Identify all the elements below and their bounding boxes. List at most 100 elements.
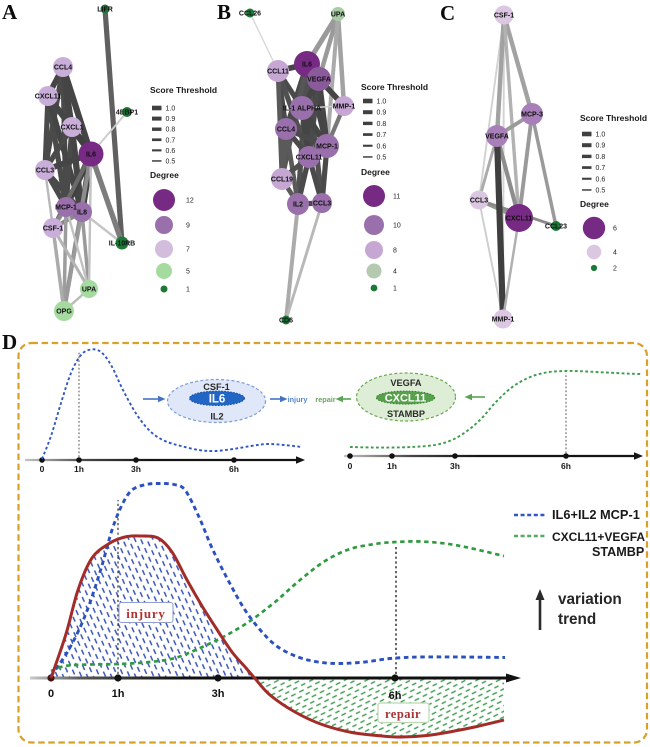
svg-text:1.0: 1.0 — [166, 106, 176, 113]
svg-text:4: 4 — [613, 250, 617, 257]
svg-text:0.9: 0.9 — [377, 110, 387, 117]
svg-text:LIFR: LIFR — [97, 6, 113, 13]
svg-text:IL6+IL2 MCP-1: IL6+IL2 MCP-1 — [552, 507, 640, 522]
svg-text:1h: 1h — [74, 464, 84, 474]
svg-text:IL-1 ALPHA: IL-1 ALPHA — [283, 105, 321, 112]
svg-text:CXCL11+VEGFA: CXCL11+VEGFA — [552, 530, 645, 544]
svg-text:1h: 1h — [387, 461, 397, 471]
svg-text:0: 0 — [348, 461, 353, 471]
svg-text:Score Threshold: Score Threshold — [361, 82, 428, 92]
svg-text:CD6: CD6 — [279, 317, 293, 324]
svg-text:Degree: Degree — [150, 170, 179, 180]
svg-text:0.6: 0.6 — [377, 143, 387, 150]
svg-text:3h: 3h — [450, 461, 460, 471]
svg-text:UPA: UPA — [331, 11, 345, 18]
svg-text:4EBP1: 4EBP1 — [116, 109, 138, 116]
svg-text:IL-10RB: IL-10RB — [109, 240, 135, 247]
svg-text:3h: 3h — [131, 464, 141, 474]
svg-text:OPG: OPG — [56, 308, 72, 315]
svg-text:MCP-3: MCP-3 — [521, 111, 543, 118]
svg-text:0.5: 0.5 — [166, 159, 176, 166]
svg-text:CCL3: CCL3 — [313, 200, 331, 207]
svg-text:0: 0 — [48, 688, 54, 700]
svg-text:VEGFA: VEGFA — [390, 378, 422, 388]
svg-text:IL6: IL6 — [86, 151, 96, 158]
svg-text:11: 11 — [393, 194, 400, 201]
svg-text:0.9: 0.9 — [166, 116, 176, 123]
svg-text:0.7: 0.7 — [596, 165, 606, 172]
svg-text:9: 9 — [186, 223, 190, 230]
svg-text:6h: 6h — [389, 690, 402, 702]
svg-text:0.6: 0.6 — [596, 176, 606, 183]
svg-text:Score Threshold: Score Threshold — [580, 113, 647, 123]
svg-text:IL6: IL6 — [209, 393, 226, 405]
svg-text:repair: repair — [385, 707, 421, 721]
svg-text:MMP-1: MMP-1 — [333, 103, 356, 110]
svg-text:1: 1 — [186, 287, 190, 294]
svg-text:CCL11: CCL11 — [267, 68, 289, 75]
svg-text:CCL26: CCL26 — [239, 10, 261, 17]
svg-text:CXCL1: CXCL1 — [61, 124, 84, 131]
svg-text:IL2: IL2 — [210, 412, 223, 422]
svg-text:12: 12 — [186, 198, 194, 205]
svg-text:STAMBP: STAMBP — [592, 545, 644, 559]
svg-text:1.0: 1.0 — [596, 132, 606, 139]
svg-text:CXCL11: CXCL11 — [296, 154, 323, 161]
svg-text:2: 2 — [613, 266, 617, 273]
svg-text:0.9: 0.9 — [596, 143, 606, 150]
svg-text:0: 0 — [40, 464, 45, 474]
svg-text:injury: injury — [288, 395, 309, 404]
svg-text:3h: 3h — [212, 688, 225, 700]
svg-text:0.8: 0.8 — [377, 121, 387, 128]
svg-text:STAMBP: STAMBP — [387, 409, 425, 419]
svg-text:IL6: IL6 — [302, 61, 312, 68]
svg-text:5: 5 — [186, 269, 190, 276]
svg-text:C: C — [440, 1, 455, 25]
svg-text:CXCL11: CXCL11 — [506, 215, 533, 222]
svg-text:0.5: 0.5 — [596, 188, 606, 195]
svg-text:Degree: Degree — [580, 199, 609, 209]
svg-text:repair: repair — [315, 395, 335, 404]
svg-text:0.6: 0.6 — [166, 148, 176, 155]
svg-text:VEGFA: VEGFA — [485, 133, 509, 140]
svg-text:Degree: Degree — [361, 167, 390, 177]
svg-text:CSF-1: CSF-1 — [494, 12, 514, 19]
svg-text:MMP-1: MMP-1 — [492, 316, 515, 323]
svg-text:CCL23: CCL23 — [545, 223, 567, 230]
svg-text:4: 4 — [393, 269, 397, 276]
svg-text:IL2: IL2 — [293, 201, 303, 208]
svg-text:MCP-1: MCP-1 — [316, 143, 338, 150]
svg-text:UPA: UPA — [82, 286, 96, 293]
svg-text:MCP-1: MCP-1 — [55, 204, 77, 211]
svg-text:CXCL11: CXCL11 — [35, 93, 62, 100]
svg-text:CCL3: CCL3 — [36, 167, 54, 174]
svg-text:0.7: 0.7 — [377, 132, 387, 139]
svg-text:variation: variation — [558, 591, 622, 608]
svg-text:Score Threshold: Score Threshold — [150, 85, 217, 95]
svg-text:0.5: 0.5 — [377, 155, 387, 162]
svg-text:IL8: IL8 — [77, 209, 87, 216]
svg-text:10: 10 — [393, 223, 401, 230]
svg-text:CSF-1: CSF-1 — [43, 225, 63, 232]
svg-text:CCL4: CCL4 — [54, 64, 72, 71]
svg-text:1h: 1h — [112, 688, 125, 700]
svg-text:CCL19: CCL19 — [271, 176, 293, 183]
svg-text:6h: 6h — [561, 461, 571, 471]
svg-text:8: 8 — [393, 248, 397, 255]
svg-text:CCL3: CCL3 — [470, 197, 488, 204]
svg-text:B: B — [217, 0, 231, 24]
svg-text:0.8: 0.8 — [596, 154, 606, 161]
svg-text:6h: 6h — [229, 464, 239, 474]
svg-text:VEGFA: VEGFA — [307, 76, 331, 83]
svg-text:1.0: 1.0 — [377, 99, 387, 106]
svg-text:CXCL11: CXCL11 — [385, 392, 427, 404]
svg-text:trend: trend — [558, 611, 596, 628]
svg-text:0.7: 0.7 — [166, 137, 176, 144]
svg-text:0.8: 0.8 — [166, 127, 176, 134]
svg-text:CSF-1: CSF-1 — [203, 382, 230, 392]
svg-text:D: D — [2, 330, 17, 354]
svg-text:CCL4: CCL4 — [277, 126, 295, 133]
svg-text:A: A — [2, 0, 18, 24]
svg-text:7: 7 — [186, 247, 190, 254]
svg-text:6: 6 — [613, 226, 617, 233]
